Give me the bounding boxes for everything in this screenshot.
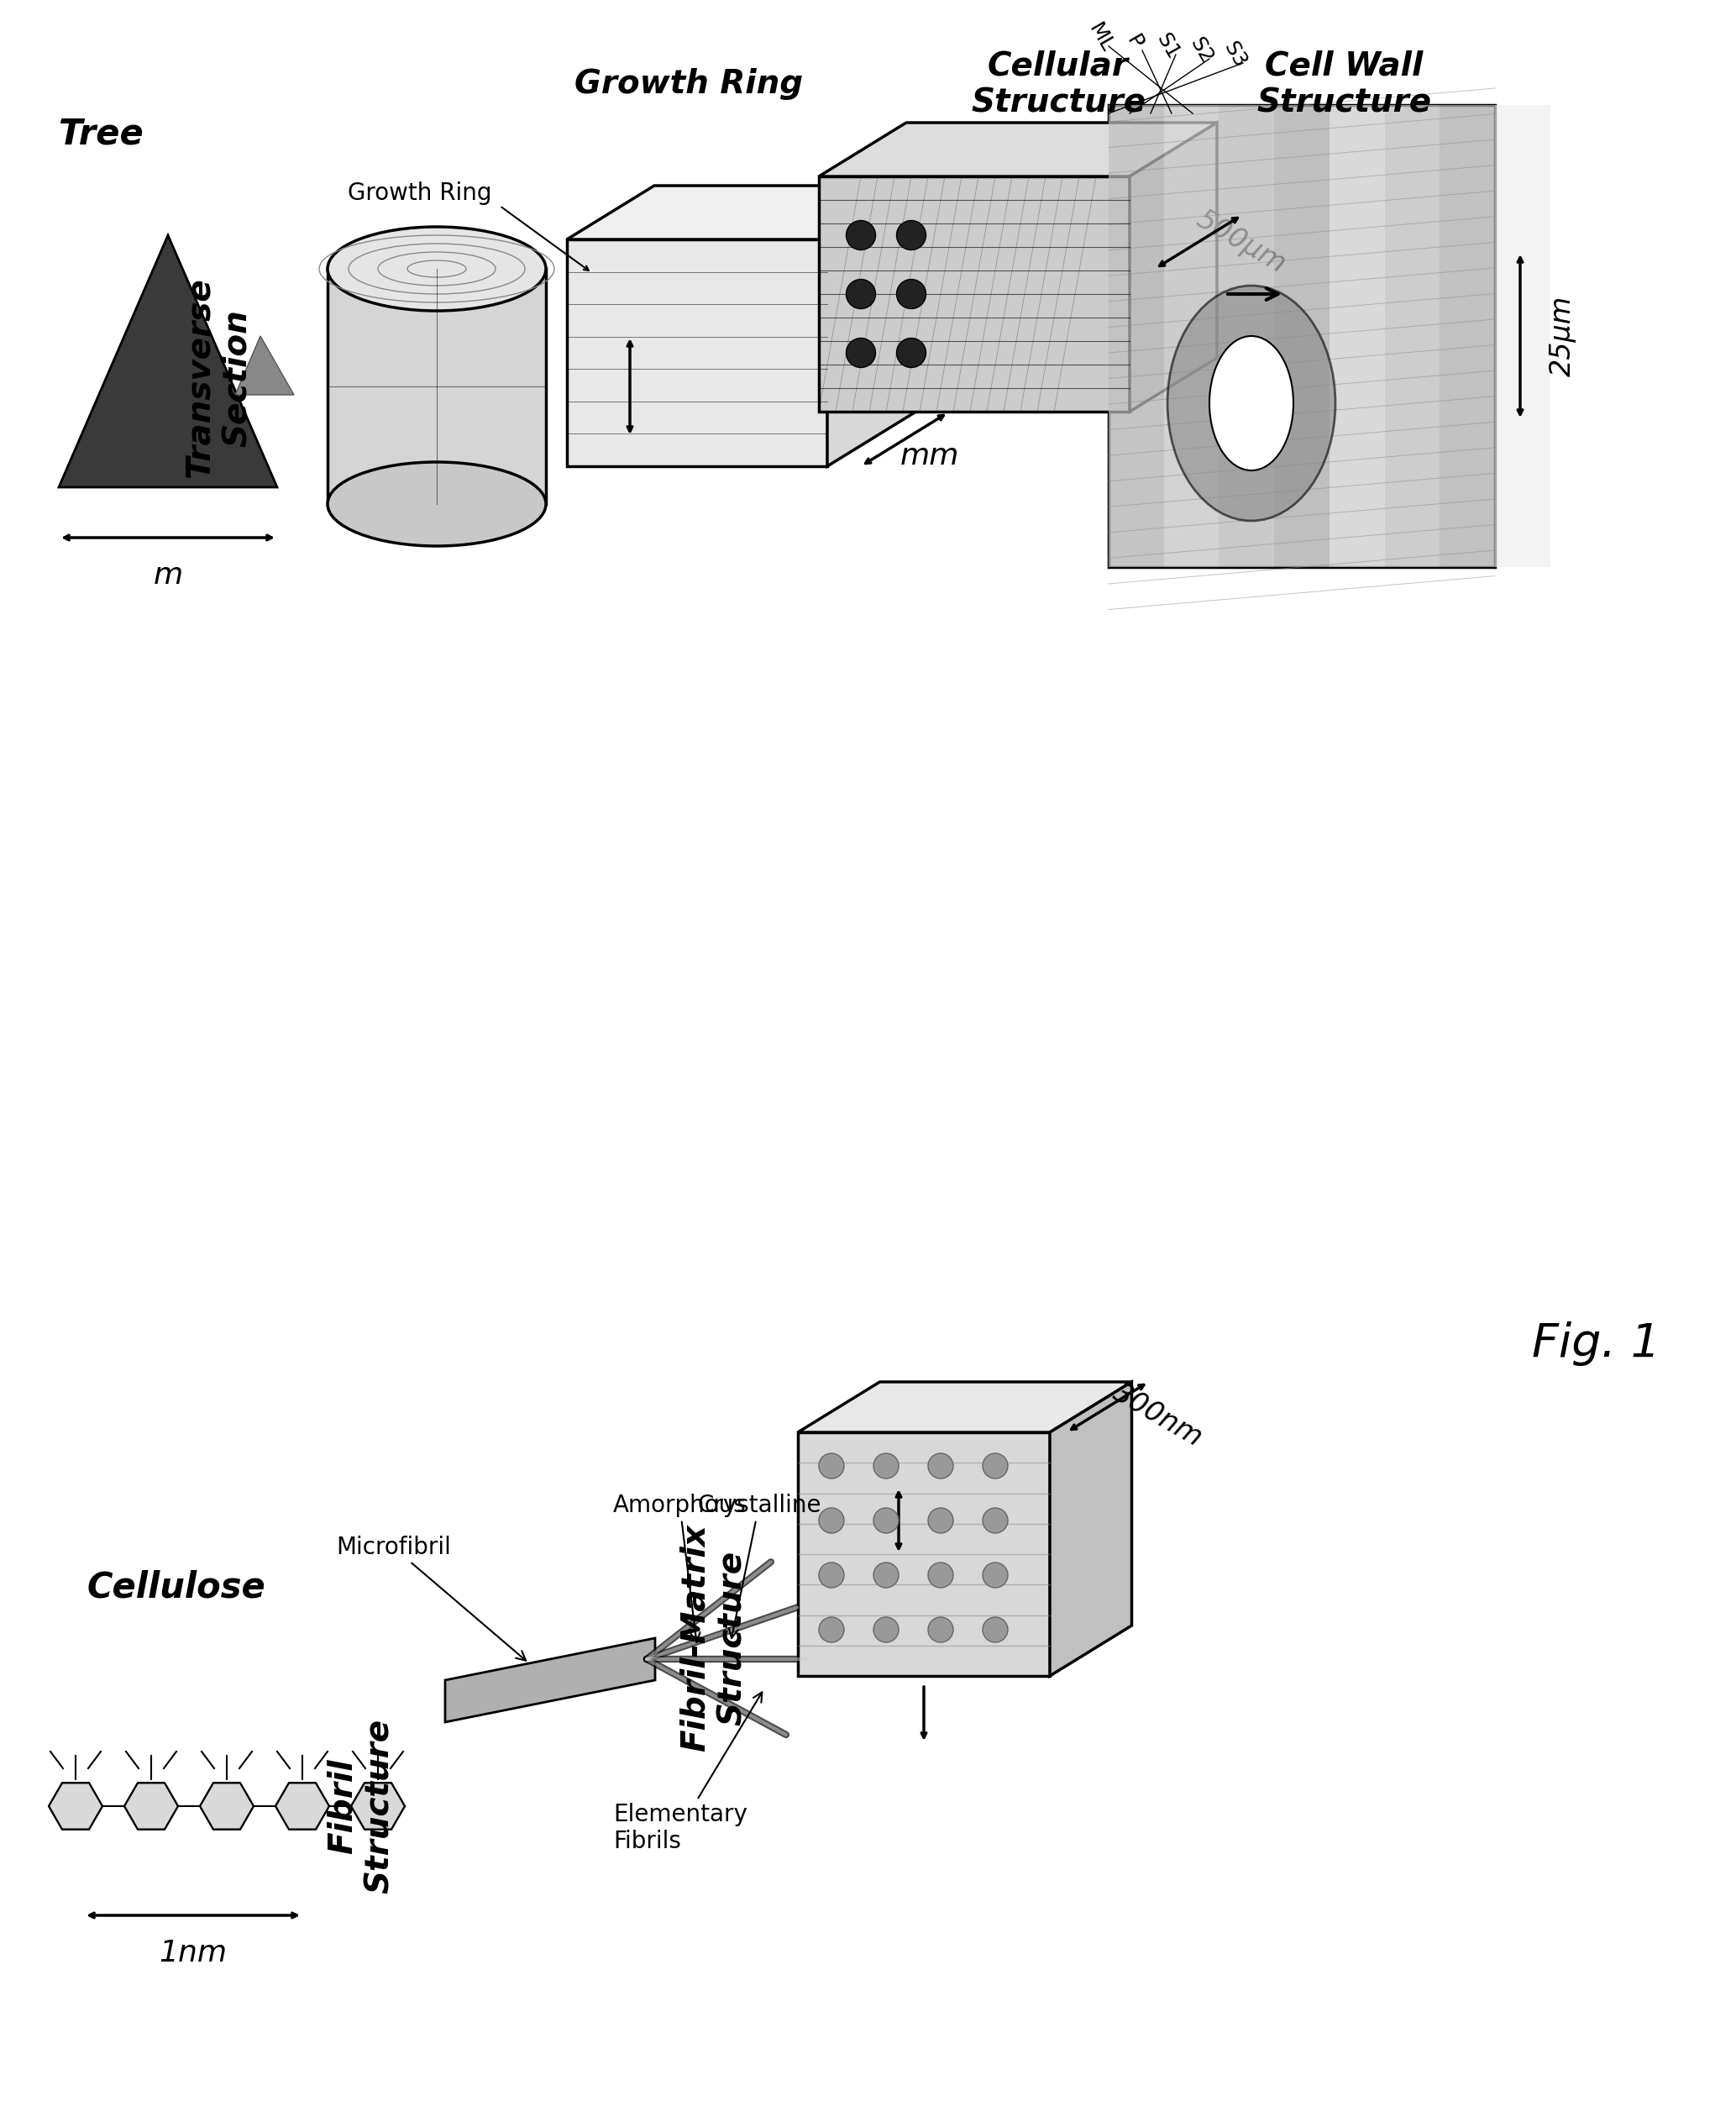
Polygon shape xyxy=(1163,105,1219,567)
Ellipse shape xyxy=(929,1618,953,1643)
Text: Fibril-Matrix
Structure: Fibril-Matrix Structure xyxy=(679,1525,748,1752)
Polygon shape xyxy=(444,1639,654,1723)
Ellipse shape xyxy=(983,1454,1009,1479)
Polygon shape xyxy=(1330,105,1385,567)
Polygon shape xyxy=(328,269,545,504)
Ellipse shape xyxy=(983,1563,1009,1588)
Text: Crystalline: Crystalline xyxy=(698,1494,821,1639)
Ellipse shape xyxy=(873,1509,899,1534)
Polygon shape xyxy=(276,1784,330,1830)
Text: 25μm: 25μm xyxy=(1549,296,1576,376)
Ellipse shape xyxy=(819,1563,844,1588)
Polygon shape xyxy=(799,1433,1050,1677)
Text: Growth Ring: Growth Ring xyxy=(347,181,491,206)
Polygon shape xyxy=(1439,105,1495,567)
Ellipse shape xyxy=(845,221,875,250)
Ellipse shape xyxy=(1210,336,1293,471)
Text: Microfibril: Microfibril xyxy=(337,1536,526,1660)
Ellipse shape xyxy=(845,338,875,368)
Ellipse shape xyxy=(873,1618,899,1643)
Text: m: m xyxy=(153,561,182,590)
Ellipse shape xyxy=(896,338,925,368)
Polygon shape xyxy=(1109,105,1495,567)
Polygon shape xyxy=(49,1784,102,1830)
Ellipse shape xyxy=(328,462,545,546)
Polygon shape xyxy=(568,240,828,466)
Ellipse shape xyxy=(929,1454,953,1479)
Ellipse shape xyxy=(896,279,925,309)
Polygon shape xyxy=(568,185,915,240)
Polygon shape xyxy=(1050,1382,1132,1677)
Polygon shape xyxy=(1109,105,1163,567)
Text: Elementary
Fibrils: Elementary Fibrils xyxy=(613,1691,762,1853)
Ellipse shape xyxy=(983,1618,1009,1643)
Text: Cellular
Structure: Cellular Structure xyxy=(970,50,1146,118)
Polygon shape xyxy=(234,336,293,395)
Polygon shape xyxy=(1274,105,1330,567)
Polygon shape xyxy=(200,1784,253,1830)
Ellipse shape xyxy=(929,1509,953,1534)
Ellipse shape xyxy=(328,227,545,311)
Ellipse shape xyxy=(929,1563,953,1588)
Text: S2: S2 xyxy=(1186,34,1217,67)
Text: Fibril
Structure: Fibril Structure xyxy=(326,1719,396,1893)
Polygon shape xyxy=(1495,105,1550,567)
Ellipse shape xyxy=(896,221,925,250)
Polygon shape xyxy=(125,1784,179,1830)
Ellipse shape xyxy=(983,1509,1009,1534)
Polygon shape xyxy=(819,176,1130,412)
Text: P: P xyxy=(1121,32,1146,53)
Ellipse shape xyxy=(873,1563,899,1588)
Text: Fig. 1: Fig. 1 xyxy=(1531,1322,1660,1366)
Text: cm: cm xyxy=(641,372,687,401)
Polygon shape xyxy=(1385,105,1439,567)
Text: Cellulose: Cellulose xyxy=(87,1569,266,1605)
Ellipse shape xyxy=(1167,286,1335,521)
Text: 300nm: 300nm xyxy=(1108,1378,1208,1452)
Polygon shape xyxy=(1130,122,1217,412)
Ellipse shape xyxy=(819,1618,844,1643)
Text: mm: mm xyxy=(901,441,960,471)
Ellipse shape xyxy=(819,1454,844,1479)
Text: S1: S1 xyxy=(1153,29,1182,63)
Text: 500μm: 500μm xyxy=(1191,206,1290,279)
Ellipse shape xyxy=(845,279,875,309)
Polygon shape xyxy=(1219,105,1274,567)
Polygon shape xyxy=(819,122,1217,176)
Text: S3: S3 xyxy=(1219,38,1250,71)
Polygon shape xyxy=(59,235,278,487)
Text: Transverse
Section: Transverse Section xyxy=(184,277,253,479)
Text: Cell Wall
Structure: Cell Wall Structure xyxy=(1257,50,1430,118)
Text: Amorphous: Amorphous xyxy=(613,1494,746,1643)
Ellipse shape xyxy=(873,1454,899,1479)
Text: 10nm: 10nm xyxy=(932,1506,1014,1534)
Text: Tree: Tree xyxy=(59,118,142,151)
Polygon shape xyxy=(351,1784,404,1830)
Ellipse shape xyxy=(819,1509,844,1534)
Polygon shape xyxy=(828,185,915,466)
Text: ML: ML xyxy=(1083,19,1116,57)
Text: Growth Ring: Growth Ring xyxy=(575,67,804,101)
Text: 1nm: 1nm xyxy=(160,1939,227,1967)
Polygon shape xyxy=(799,1382,1132,1433)
